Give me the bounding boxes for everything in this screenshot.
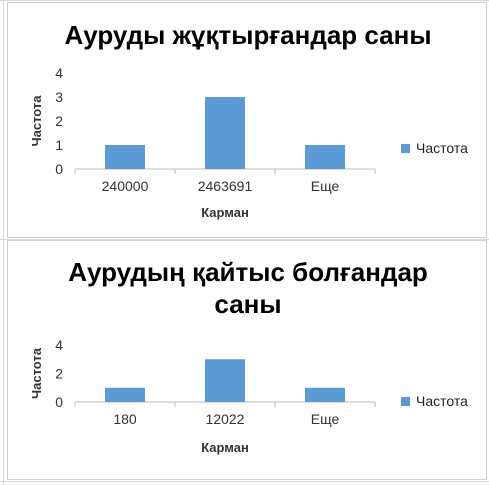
legend-label: Частота bbox=[416, 140, 468, 156]
chart-legend: Частота bbox=[401, 140, 468, 156]
sheet-gridline bbox=[0, 481, 489, 482]
bar bbox=[205, 359, 245, 402]
sheet-gridline bbox=[0, 239, 489, 240]
x-tick-label: 180 bbox=[113, 411, 137, 427]
y-tick-label: 4 bbox=[55, 337, 63, 353]
sheet-gridline bbox=[3, 0, 4, 485]
bar bbox=[305, 387, 345, 402]
y-axis-title: Частота bbox=[29, 95, 44, 147]
bar bbox=[105, 145, 145, 169]
y-tick-label: 0 bbox=[55, 394, 63, 410]
chart-legend: Частота bbox=[401, 393, 468, 409]
chart-infected[interactable]: Ауруды жұқтырғандар саны 0 1 2 3 4 240000 2463… bbox=[7, 2, 487, 238]
legend-label: Частота bbox=[416, 393, 468, 409]
bar bbox=[205, 97, 245, 169]
x-axis-title: Карман bbox=[201, 205, 249, 220]
chart-title-text: Аурудың қайтыс болғандар саны bbox=[68, 257, 428, 319]
x-tick-label: Еще bbox=[311, 178, 340, 194]
legend-swatch bbox=[401, 396, 410, 406]
y-tick-label: 3 bbox=[55, 89, 63, 105]
chart-plot-area: 0 2 4 180 12022 Еще Карман Частота bbox=[29, 337, 376, 455]
chart-plot-area: 0 1 2 3 4 240000 2463691 Еще Карман Частота bbox=[29, 65, 376, 220]
x-tick-label: Еще bbox=[311, 411, 340, 427]
bar bbox=[105, 387, 145, 402]
chart-title: Ауруды жұқтырғандар саны bbox=[64, 20, 432, 50]
y-tick-label: 2 bbox=[55, 113, 63, 129]
x-axis-title: Карман bbox=[201, 440, 249, 455]
sheet-gridline bbox=[0, 0, 489, 1]
x-tick-label: 12022 bbox=[206, 411, 245, 427]
x-tick-label: 240000 bbox=[102, 178, 149, 194]
chart-deaths[interactable]: Аурудың қайтыс болғандар саны 0 2 4 180 1202… bbox=[7, 240, 487, 480]
y-tick-label: 0 bbox=[55, 161, 63, 177]
bar bbox=[305, 145, 345, 169]
legend-swatch bbox=[401, 143, 410, 153]
x-tick-label: 2463691 bbox=[198, 178, 253, 194]
y-tick-label: 1 bbox=[55, 137, 63, 153]
chart-title: Аурудың қайтыс болғандар саны bbox=[38, 256, 458, 320]
y-tick-label: 2 bbox=[55, 366, 63, 382]
y-axis-title: Частота bbox=[29, 347, 44, 399]
y-tick-label: 4 bbox=[55, 65, 63, 81]
